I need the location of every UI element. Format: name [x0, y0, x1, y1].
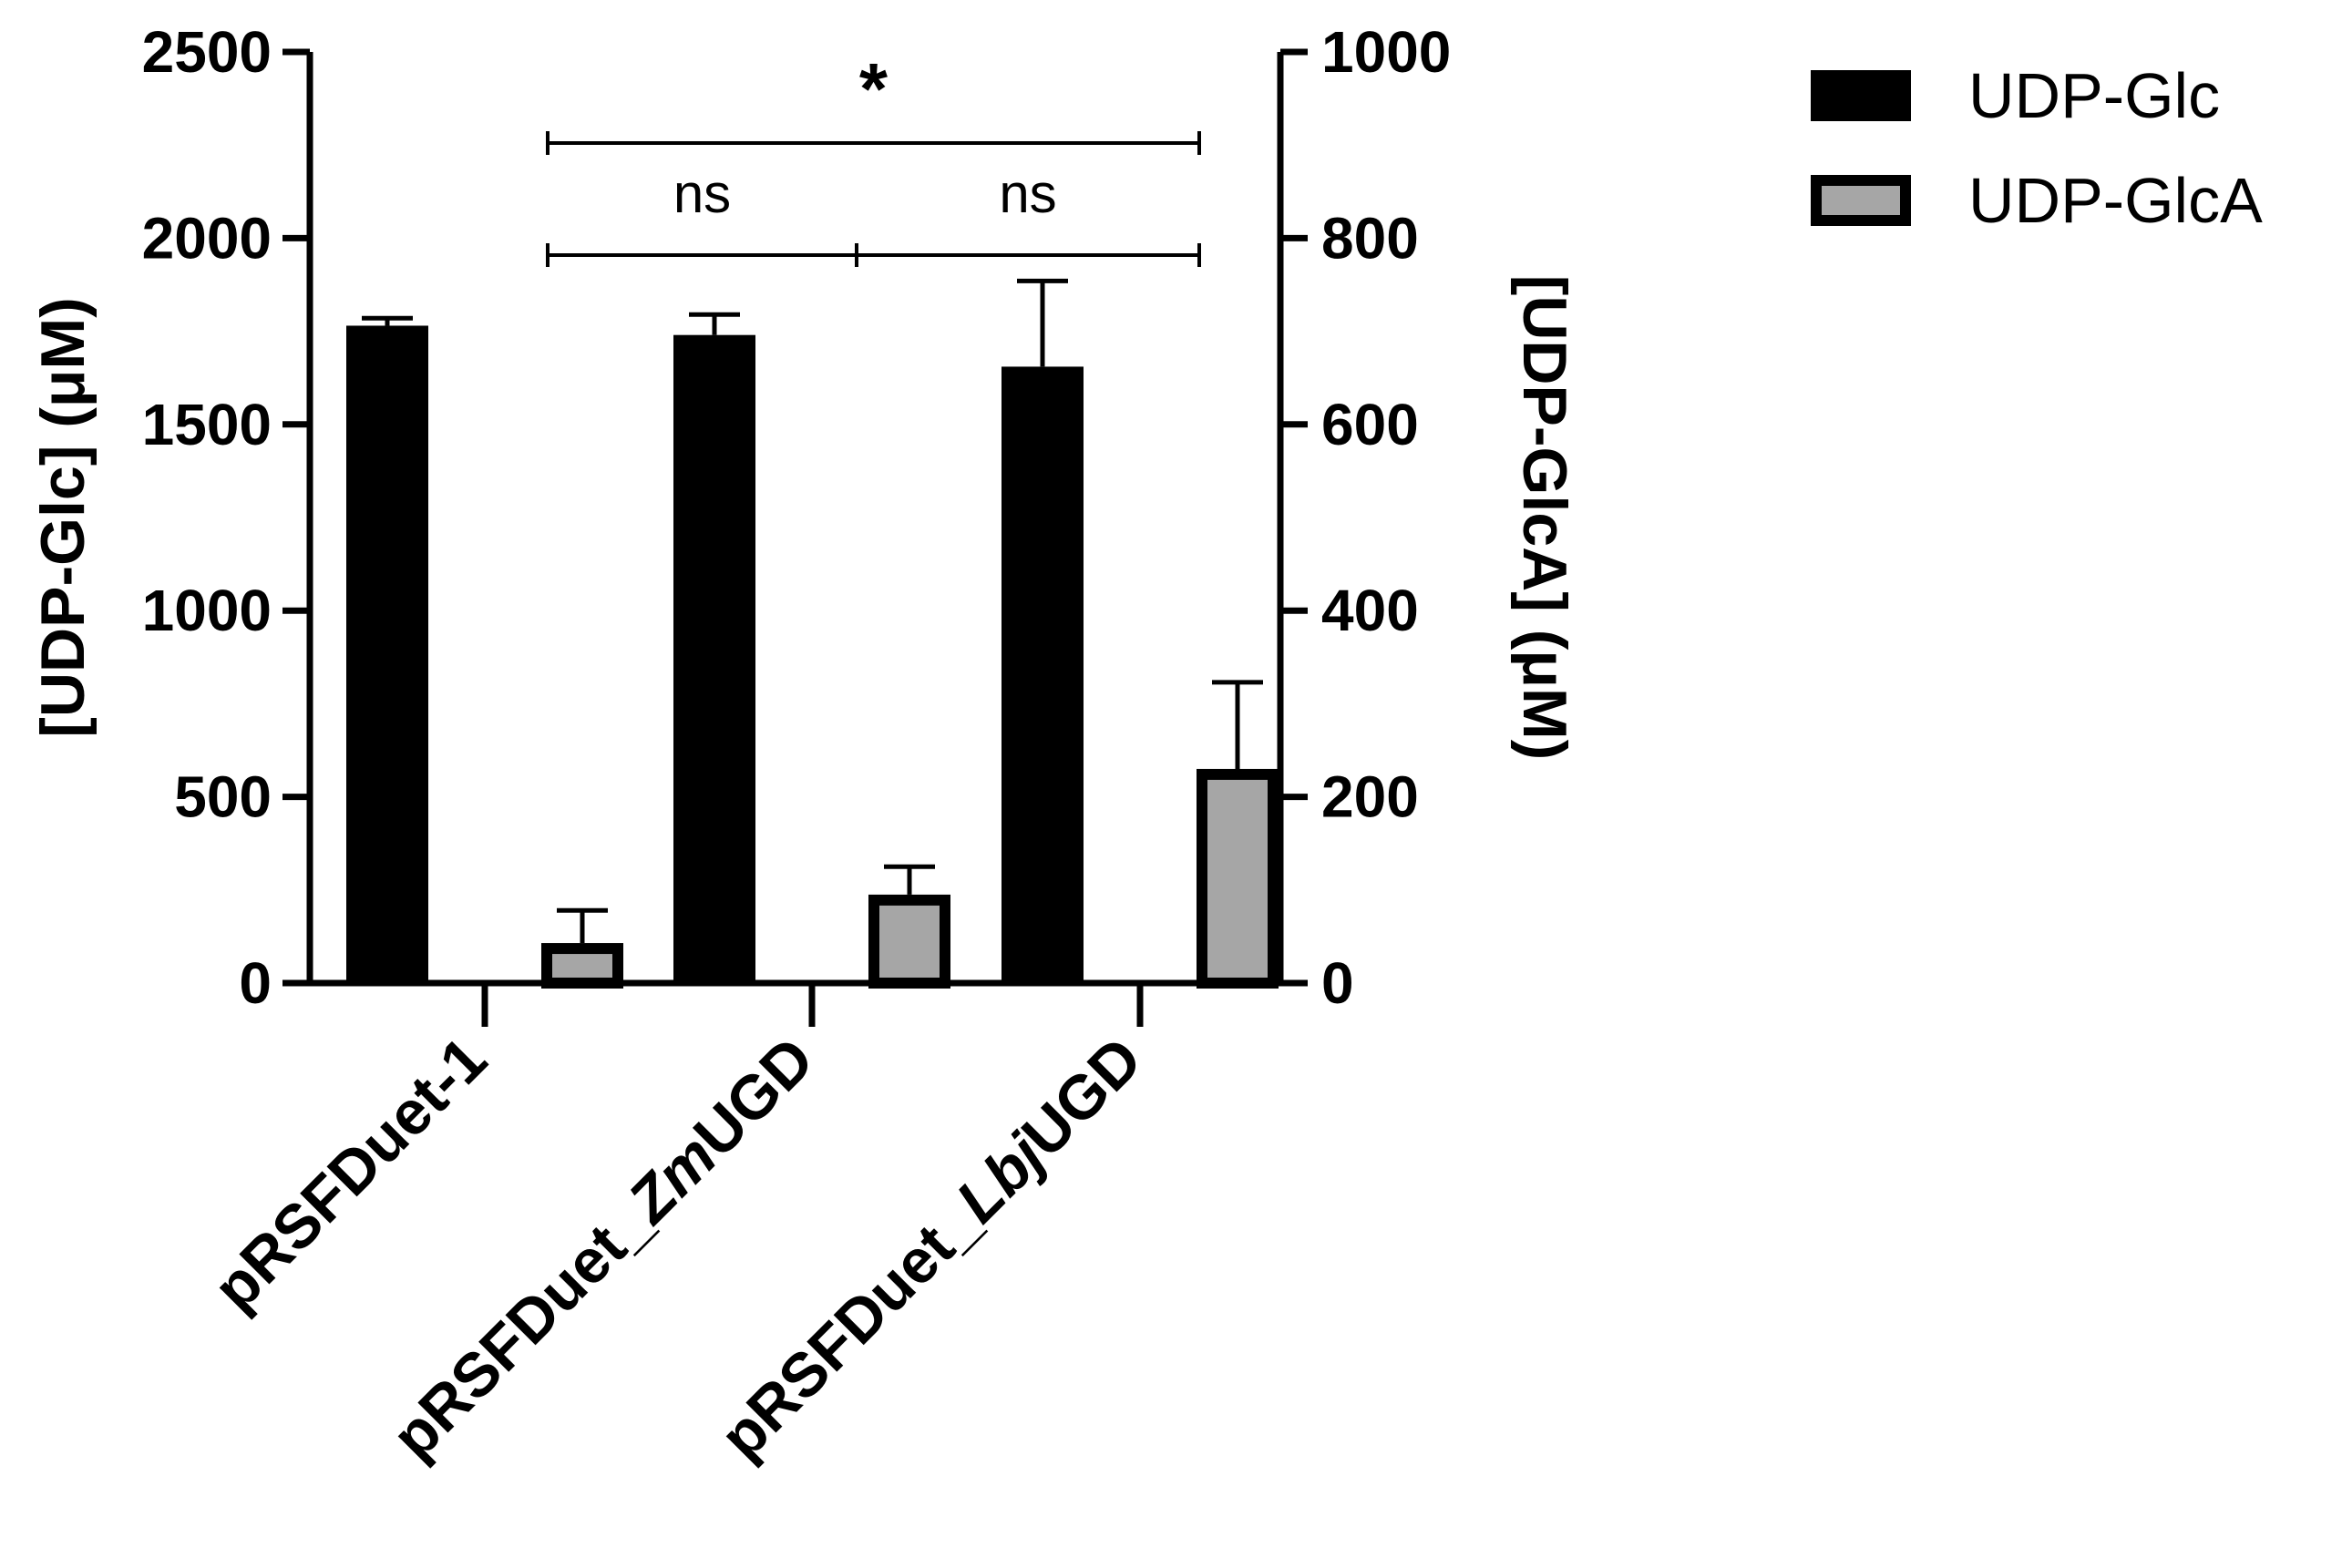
bar-udp-glca [541, 943, 623, 989]
bar-udp-glc [673, 334, 755, 983]
bar-udp-glc [346, 325, 428, 983]
y-right-tick-label: 600 [1321, 392, 1419, 457]
significance-label: ns [999, 163, 1056, 224]
y-right-tick-label: 200 [1321, 764, 1419, 830]
y-left-tick-label: 2500 [142, 19, 272, 85]
legend-label: UDP-Glc [1968, 60, 2220, 131]
legend-label: UDP-GlcA [1968, 165, 2263, 236]
y-left-tick-label: 500 [174, 764, 272, 830]
y-left-tick-label: 2000 [142, 205, 272, 271]
significance-label: * [859, 48, 889, 129]
x-category-label-part: pRSFDuet_ [707, 1186, 993, 1472]
bar-udp-glca [868, 894, 950, 989]
y-left-tick-label: 0 [239, 950, 272, 1016]
bar-udp-glc [1002, 366, 1084, 983]
legend-swatch [1811, 70, 1911, 121]
y-left-tick-label: 1000 [142, 578, 272, 643]
x-category-label: pRSFDuet-1 [200, 1024, 500, 1324]
y-right-tick-label: 1000 [1321, 19, 1451, 85]
legend-swatch [1811, 175, 1911, 226]
y-left-tick-label: 1500 [142, 392, 272, 457]
y-right-tick-label: 400 [1321, 578, 1419, 643]
y-right-axis-title: [UDP-GlcA] (μM) [1510, 275, 1579, 761]
y-right-tick-label: 0 [1321, 950, 1354, 1016]
significance-label: ns [673, 163, 731, 224]
y-right-tick-label: 800 [1321, 205, 1419, 271]
y-left-axis-title: [UDP-Glc] (μM) [28, 297, 98, 738]
x-category-label-part: pRSFDuet-1 [200, 1024, 500, 1324]
x-category-label-part: pRSFDuet_ [379, 1186, 665, 1472]
bar-udp-glca [1197, 768, 1279, 989]
